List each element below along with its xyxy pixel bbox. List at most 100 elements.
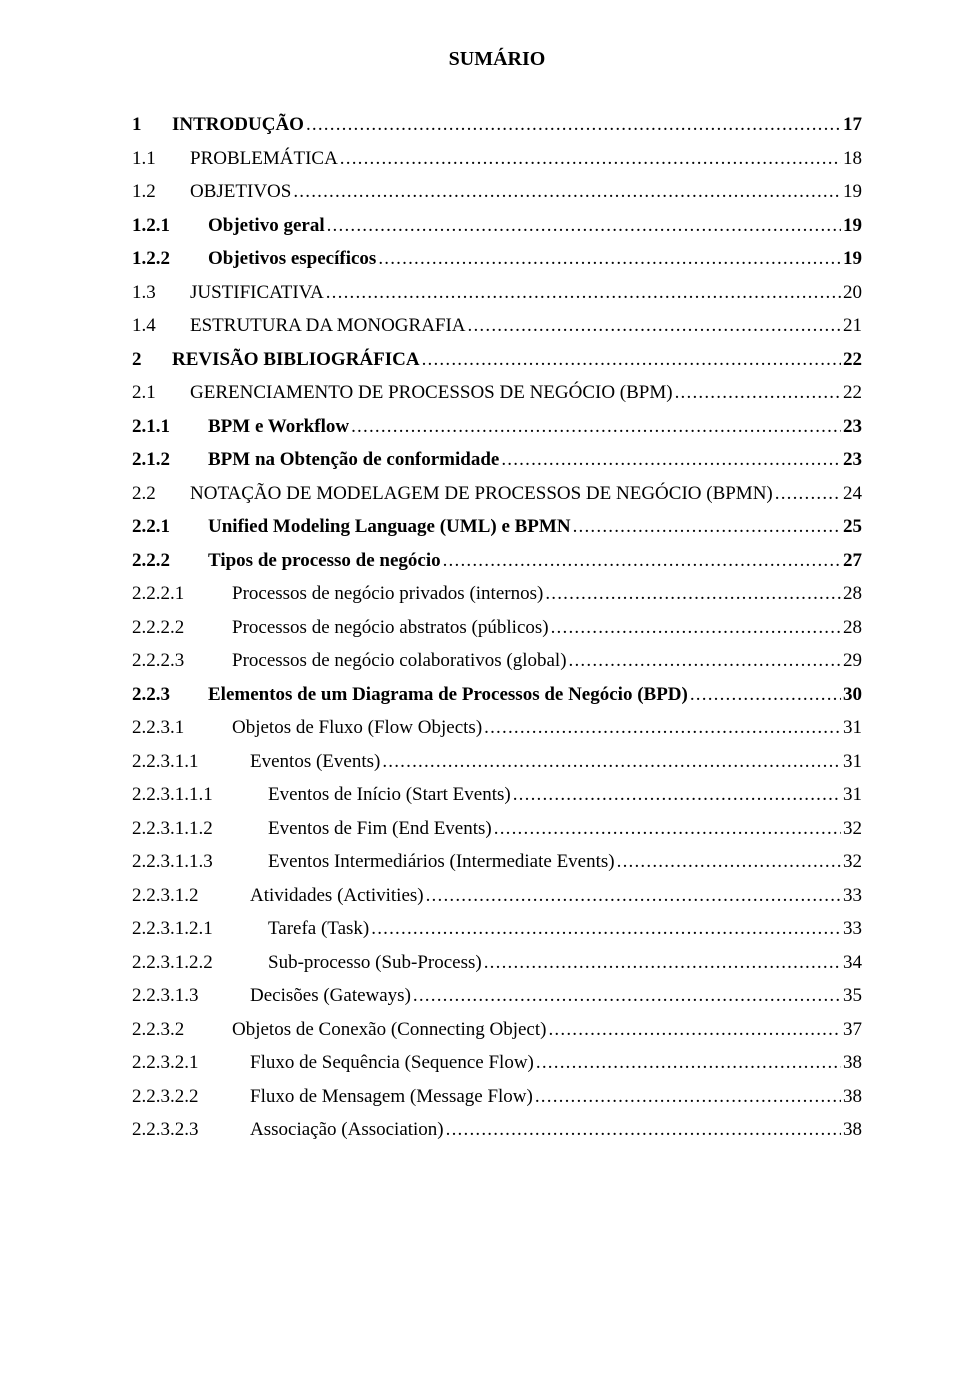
toc-entry-page: 23	[841, 417, 862, 436]
toc-entry-number: 2.2.1	[132, 517, 208, 536]
toc-entry-label: Eventos de Fim (End Events)	[268, 819, 492, 838]
toc-entry-number: 2.2.3.1.1.1	[132, 785, 268, 804]
toc-leader-dots	[380, 752, 841, 771]
toc-entry: 2.2.3.1.3Decisões (Gateways)35	[132, 986, 862, 1005]
toc-leader-dots	[349, 417, 841, 436]
toc-entry-page: 38	[841, 1053, 862, 1072]
toc-entry-page: 22	[841, 350, 862, 369]
toc-entry-number: 1	[132, 115, 172, 134]
toc-entry-label: Elementos de um Diagrama de Processos de…	[208, 685, 688, 704]
toc-entry-page: 38	[841, 1120, 862, 1139]
toc-entry: 2.2.3Elementos de um Diagrama de Process…	[132, 685, 862, 704]
toc-entry-number: 2.1.2	[132, 450, 208, 469]
toc-entry-label: Eventos de Início (Start Events)	[268, 785, 511, 804]
toc-leader-dots	[369, 919, 841, 938]
toc-entry-label: NOTAÇÃO DE MODELAGEM DE PROCESSOS DE NEG…	[190, 484, 773, 503]
toc-entry-page: 27	[841, 551, 862, 570]
toc-entry-number: 2.1	[132, 383, 190, 402]
toc-entry-page: 21	[841, 316, 862, 335]
toc-entry-number: 1.3	[132, 283, 190, 302]
toc-entry-label: ESTRUTURA DA MONOGRAFIA	[190, 316, 466, 335]
toc-leader-dots	[424, 886, 841, 905]
toc-entry-number: 2.2.3.2.1	[132, 1053, 250, 1072]
toc-entry-number: 2.2	[132, 484, 190, 503]
toc-entry-label: Objetivo geral	[208, 216, 325, 235]
toc-entry: 1.4ESTRUTURA DA MONOGRAFIA 21	[132, 316, 862, 335]
toc-leader-dots	[324, 283, 841, 302]
toc-leader-dots	[511, 785, 841, 804]
toc-entry-label: Atividades (Activities)	[250, 886, 424, 905]
toc-entry-label: Processos de negócio privados (internos)	[232, 584, 543, 603]
toc-entry-label: Processos de negócio abstratos (públicos…	[232, 618, 549, 637]
toc-entry-number: 2.2.3.1.2.1	[132, 919, 268, 938]
toc-entry-page: 28	[841, 584, 862, 603]
toc-entry-number: 2.2.3.1.1.2	[132, 819, 268, 838]
toc-entry-label: Fluxo de Sequência (Sequence Flow)	[250, 1053, 534, 1072]
toc-leader-dots	[304, 115, 841, 134]
toc-entry: 1.2.1Objetivo geral19	[132, 216, 862, 235]
toc-entry-page: 19	[841, 249, 862, 268]
toc-entry-label: INTRODUÇÃO	[172, 115, 304, 134]
toc-entry: 2.2.3.2Objetos de Conexão (Connecting Ob…	[132, 1020, 862, 1039]
toc-entry: 2.2.3.1.1.3Eventos Intermediários (Inter…	[132, 852, 862, 871]
toc-entry-number: 2.2.3.1.1.3	[132, 852, 268, 871]
toc-entry-label: Fluxo de Mensagem (Message Flow)	[250, 1087, 533, 1106]
toc-entry: 2.2.3.2.2Fluxo de Mensagem (Message Flow…	[132, 1087, 862, 1106]
toc-entry-label: Tarefa (Task)	[268, 919, 369, 938]
toc-entry-page: 23	[841, 450, 862, 469]
page-title: SUMÁRIO	[132, 48, 862, 71]
toc-entry-label: Eventos Intermediários (Intermediate Eve…	[268, 852, 615, 871]
toc-leader-dots	[482, 953, 841, 972]
toc-entry: 2.2.2.3Processos de negócio colaborativo…	[132, 651, 862, 670]
toc-entry-number: 1.4	[132, 316, 190, 335]
toc-entry-label: Decisões (Gateways)	[250, 986, 411, 1005]
toc-entry-page: 31	[841, 752, 862, 771]
toc-entry-label: GERENCIAMENTO DE PROCESSOS DE NEGÓCIO (B…	[190, 383, 673, 402]
toc-entry-label: Tipos de processo de negócio	[208, 551, 441, 570]
toc-leader-dots	[376, 249, 841, 268]
toc-entry-page: 31	[841, 718, 862, 737]
toc-entry: 2.2NOTAÇÃO DE MODELAGEM DE PROCESSOS DE …	[132, 484, 862, 503]
toc-entry: 2.2.3.1Objetos de Fluxo (Flow Objects)31	[132, 718, 862, 737]
toc-entry-page: 29	[841, 651, 862, 670]
toc-entry-label: OBJETIVOS	[190, 182, 291, 201]
toc-entry-label: BPM e Workflow	[208, 417, 349, 436]
toc-leader-dots	[534, 1053, 841, 1072]
toc-entry: 1.1PROBLEMÁTICA18	[132, 149, 862, 168]
toc-entry: 2.1.2BPM na Obtenção de conformidade23	[132, 450, 862, 469]
toc-entry: 2REVISÃO BIBLIOGRÁFICA22	[132, 350, 862, 369]
toc-entry: 2.2.1Unified Modeling Language (UML) e B…	[132, 517, 862, 536]
toc-entry-page: 25	[841, 517, 862, 536]
toc-entry: 2.2.3.1.2.1Tarefa (Task) 33	[132, 919, 862, 938]
toc-entry-number: 2.2.3.2.3	[132, 1120, 250, 1139]
toc-entry-label: Objetivos específicos	[208, 249, 376, 268]
toc-entry-page: 37	[841, 1020, 862, 1039]
table-of-contents: 1INTRODUÇÃO171.1PROBLEMÁTICA181.2OBJETIV…	[132, 115, 862, 1139]
toc-leader-dots	[411, 986, 841, 1005]
toc-entry: 2.2.3.1.1.1Eventos de Início (Start Even…	[132, 785, 862, 804]
toc-entry-page: 34	[841, 953, 862, 972]
toc-leader-dots	[291, 182, 841, 201]
toc-entry: 1.2OBJETIVOS19	[132, 182, 862, 201]
toc-leader-dots	[482, 718, 841, 737]
toc-entry: 2.2.3.1.2Atividades (Activities)33	[132, 886, 862, 905]
toc-entry-label: Objetos de Conexão (Connecting Object)	[232, 1020, 546, 1039]
toc-entry-page: 19	[841, 182, 862, 201]
toc-entry-label: Associação (Association)	[250, 1120, 444, 1139]
toc-entry: 2.2.3.1.1.2Eventos de Fim (End Events)32	[132, 819, 862, 838]
toc-entry-number: 2.2.3.2	[132, 1020, 232, 1039]
toc-leader-dots	[615, 852, 841, 871]
toc-entry-number: 2.2.3.1	[132, 718, 232, 737]
toc-entry-label: Processos de negócio colaborativos (glob…	[232, 651, 567, 670]
toc-entry-page: 22	[841, 383, 862, 402]
toc-entry-number: 2.2.2.3	[132, 651, 232, 670]
toc-leader-dots	[466, 316, 841, 335]
toc-leader-dots	[441, 551, 841, 570]
toc-entry-number: 2.2.2	[132, 551, 208, 570]
toc-leader-dots	[571, 517, 841, 536]
toc-entry-page: 33	[841, 919, 862, 938]
toc-entry-number: 2.2.3.1.2	[132, 886, 250, 905]
toc-entry-page: 17	[841, 115, 862, 134]
toc-leader-dots	[773, 484, 841, 503]
toc-entry: 2.2.2.1Processos de negócio privados (in…	[132, 584, 862, 603]
